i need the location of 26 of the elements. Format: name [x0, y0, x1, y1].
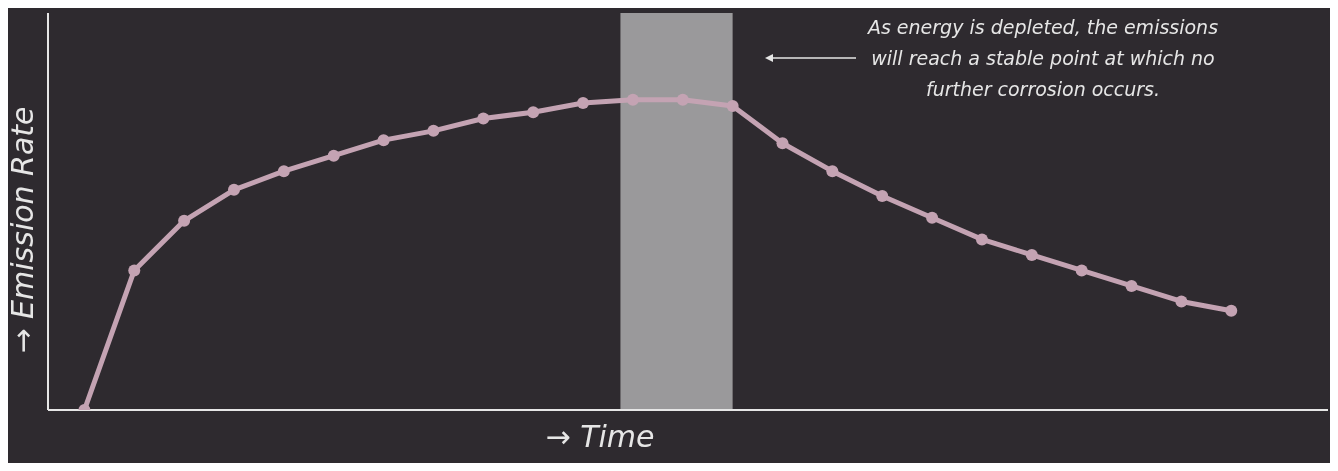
annotation: As energy is depleted, the emissions will reach a stable point at which no further corrosion occurs.	[866, 15, 1220, 102]
point	[1225, 304, 1238, 317]
point	[227, 183, 240, 196]
point	[726, 100, 739, 113]
point	[128, 264, 141, 277]
point	[377, 134, 390, 147]
point	[1025, 248, 1038, 261]
point	[527, 106, 540, 119]
point	[776, 137, 789, 150]
point	[876, 189, 889, 202]
point	[676, 93, 689, 106]
x-axis-title: → Time	[545, 418, 655, 454]
point	[1125, 279, 1138, 292]
point	[327, 149, 340, 162]
point	[277, 165, 290, 178]
point	[1075, 264, 1088, 277]
y-axis-title: → Emission Rate	[4, 106, 40, 354]
point	[1175, 295, 1188, 308]
point	[826, 165, 839, 178]
point	[427, 124, 440, 137]
point	[477, 112, 490, 125]
point	[975, 233, 988, 246]
point	[577, 96, 590, 109]
point	[926, 211, 939, 224]
point	[626, 93, 639, 106]
point	[178, 214, 191, 227]
